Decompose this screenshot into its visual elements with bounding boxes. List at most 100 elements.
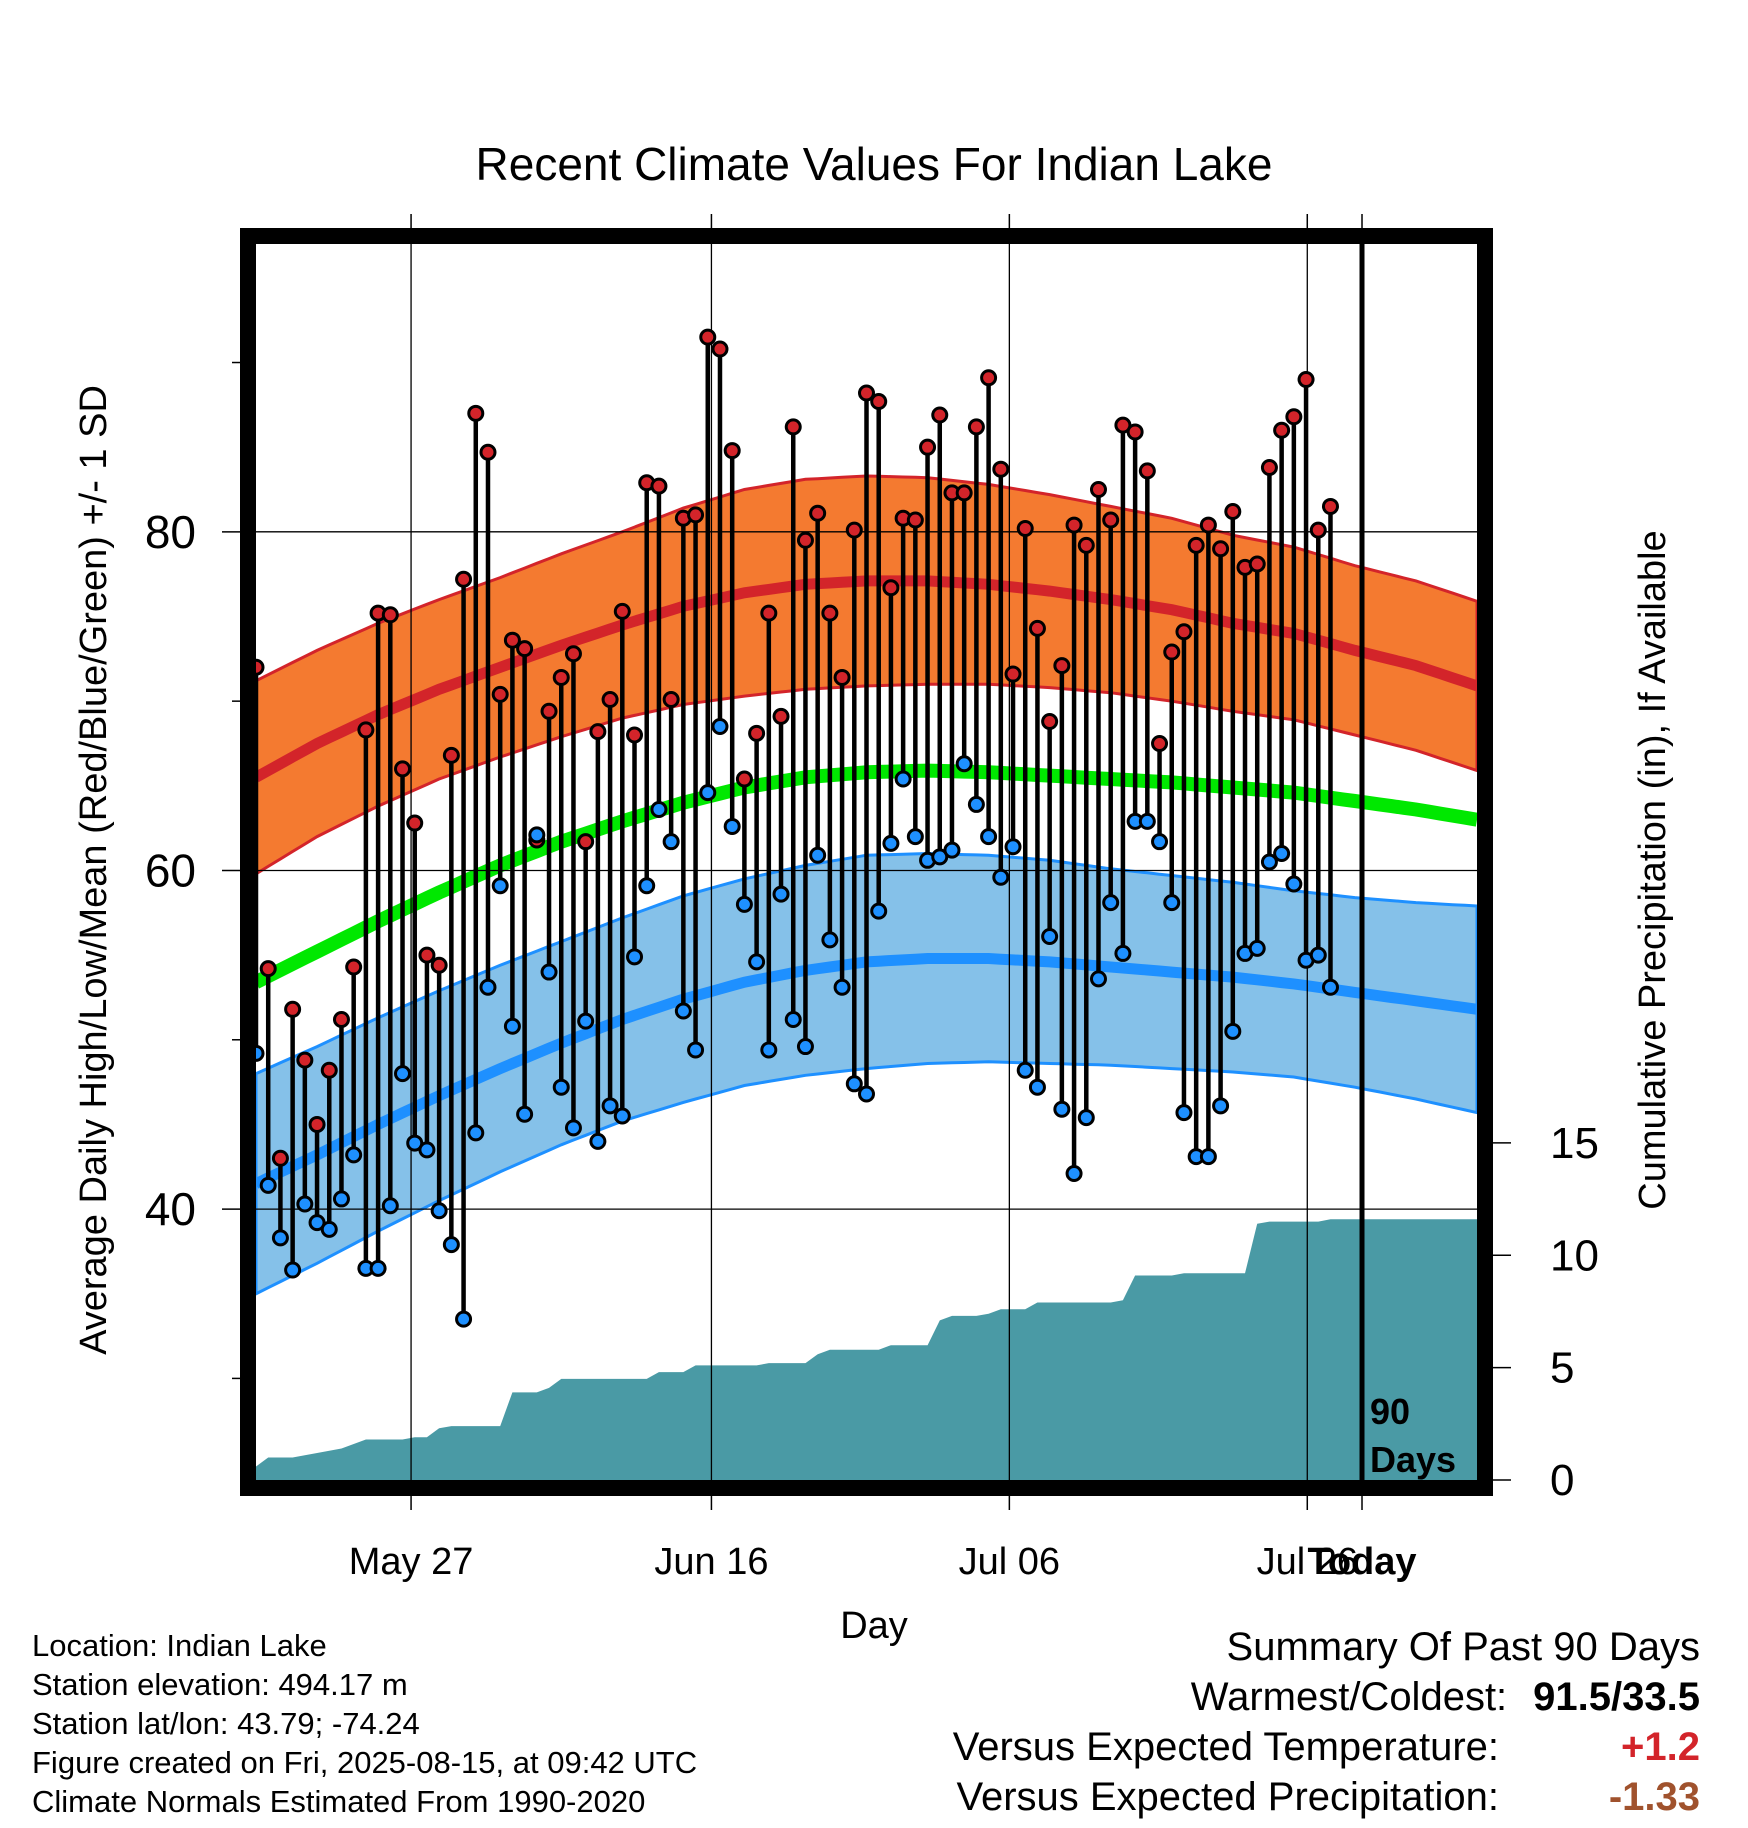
summary-heading: Summary Of Past 90 Days [1226, 1625, 1700, 1669]
daily-high-point [1089, 481, 1107, 499]
daily-low-point [1285, 875, 1303, 893]
daily-low-point [430, 1202, 448, 1220]
daily-low-point [809, 846, 827, 864]
daily-high-point [1248, 555, 1266, 573]
daily-low-point [345, 1146, 363, 1164]
daily-high-point [406, 814, 424, 832]
daily-low-point [1016, 1061, 1034, 1079]
daily-low-point [332, 1190, 350, 1208]
daily-high-point [845, 521, 863, 539]
daily-low-point [394, 1065, 412, 1083]
daily-high-point [809, 504, 827, 522]
daily-low-point [723, 817, 741, 835]
daily-low-point [992, 868, 1010, 886]
daily-high-point [1163, 643, 1181, 661]
daily-high-point [1126, 423, 1144, 441]
daily-low-point [687, 1041, 705, 1059]
daily-high-point [1138, 462, 1156, 480]
daily-low-point [1114, 944, 1132, 962]
daily-low-point [1102, 894, 1120, 912]
warmest-coldest-label: Warmest/Coldest: [1190, 1675, 1508, 1719]
daily-low-point [1041, 927, 1059, 945]
daily-high-point [1199, 516, 1217, 534]
daily-low-point [845, 1075, 863, 1093]
daily-high-point [650, 477, 668, 495]
daily-low-point [296, 1195, 314, 1213]
x-tick-label: Jul 26 [1257, 1541, 1358, 1583]
y-tick-label: 40 [145, 1183, 196, 1235]
daily-high-point [589, 723, 607, 741]
daily-high-point [1260, 458, 1278, 476]
daily-high-point [1077, 536, 1095, 554]
daily-high-point [711, 340, 729, 358]
daily-low-point [320, 1220, 338, 1238]
location-text: Location: Indian Lake [32, 1628, 327, 1663]
daily-low-point [455, 1310, 473, 1328]
daily-high-point [540, 702, 558, 720]
y2-tick-label: 15 [1550, 1119, 1599, 1168]
precip-anomaly-label: Versus Expected Precipitation: [956, 1775, 1499, 1819]
daily-low-point [858, 1085, 875, 1103]
x-axis-label: Day [840, 1605, 908, 1647]
daily-low-point [479, 978, 497, 996]
daily-high-point [1041, 712, 1059, 730]
daily-low-point [369, 1259, 387, 1277]
daily-low-point [442, 1236, 460, 1254]
daily-low-point [906, 828, 924, 846]
daily-low-point [955, 755, 973, 773]
created-text: Figure created on Fri, 2025-08-15, at 09… [32, 1745, 698, 1780]
daily-low-point [577, 1012, 595, 1030]
daily-low-point [467, 1124, 485, 1142]
daily-high-point [882, 579, 900, 597]
daily-low-point [638, 877, 656, 895]
daily-low-point [1004, 838, 1022, 856]
daily-high-point [259, 960, 277, 978]
daily-low-point [833, 978, 851, 996]
daily-high-point [1321, 497, 1339, 515]
daily-low-point [256, 1044, 265, 1062]
daily-high-point [1212, 540, 1230, 558]
daily-low-point [613, 1107, 631, 1125]
daily-low-point [882, 834, 900, 852]
summary-panel: Summary Of Past 90 Days Warmest/Coldest:… [953, 1622, 1700, 1822]
daily-low-point [1199, 1148, 1217, 1166]
daily-low-point [674, 1002, 692, 1020]
daily-high-point [967, 418, 985, 436]
daily-high-point [1175, 623, 1193, 641]
daily-high-point [1028, 619, 1046, 637]
daily-high-point [858, 384, 875, 402]
temp-anomaly-value: +1.2 [1621, 1725, 1700, 1769]
daily-low-point [1163, 894, 1181, 912]
daily-high-point [772, 707, 790, 725]
daily-high-point [1273, 421, 1291, 439]
daily-high-point [345, 958, 363, 976]
daily-low-point [662, 833, 680, 851]
daily-low-point [552, 1078, 570, 1096]
daily-high-point [479, 443, 497, 461]
daily-low-point [1151, 833, 1169, 851]
daily-high-point [455, 570, 473, 588]
daily-low-point [564, 1119, 582, 1137]
daily-low-point [271, 1229, 289, 1247]
daily-low-point [699, 784, 717, 802]
daily-low-point [308, 1214, 326, 1232]
y-tick-label: 60 [145, 844, 196, 896]
daily-low-point [1309, 946, 1327, 964]
daily-high-point [784, 418, 802, 436]
x-tick-label: Today [1307, 1541, 1416, 1583]
daily-high-point [931, 406, 949, 424]
daily-low-point [540, 963, 558, 981]
daily-high-point [1297, 370, 1315, 388]
daily-high-point [1309, 521, 1327, 539]
warmest-coldest-row: Warmest/Coldest: 91.5/33.5 [953, 1672, 1700, 1722]
daily-low-point [784, 1010, 802, 1028]
daily-high-point [760, 604, 778, 622]
daily-high-point [687, 506, 705, 524]
daily-high-point [613, 602, 631, 620]
y2-tick-label: 5 [1550, 1344, 1574, 1393]
daily-high-point [491, 685, 509, 703]
daily-low-point [772, 885, 790, 903]
daily-low-point [503, 1017, 521, 1035]
daily-high-point [442, 746, 460, 764]
